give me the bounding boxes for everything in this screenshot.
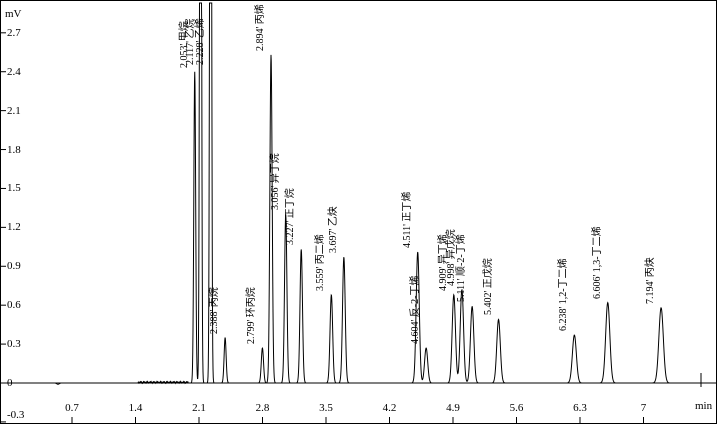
- y-tick-label: 1.2: [7, 221, 21, 234]
- y-tick-label: 1.8: [7, 143, 21, 156]
- peak-label: 2.117' 乙烷: [184, 18, 196, 65]
- y-tick-label: 0.6: [7, 299, 21, 312]
- peak-label: 4.511' 正丁烯: [401, 191, 413, 248]
- x-tick-label: 2.8: [255, 402, 270, 414]
- y-axis-unit-label: mV: [5, 8, 22, 20]
- peak-label: 3.056' 异丁烷: [269, 153, 281, 211]
- chromatogram-trace: [2, 2, 713, 385]
- y-tick-label: 2.4: [7, 65, 21, 78]
- x-tick-label: 6.3: [573, 402, 587, 414]
- x-tick-label: 4.2: [382, 402, 397, 414]
- peak-label: 5.402' 正戊烷: [482, 258, 494, 316]
- peak-label: 2.799' 环丙烷: [246, 287, 258, 344]
- peak-label: 3.697' 乙炔: [327, 206, 339, 254]
- y-tick-label: 1.5: [7, 182, 21, 195]
- peak-label: 6.606' 1,3-丁二烯: [591, 225, 603, 299]
- x-axis-unit-label: min: [695, 400, 713, 412]
- peak-label: 3.227' 正丁烷: [285, 188, 297, 246]
- y-tick-label: 0.9: [7, 260, 21, 273]
- x-tick-label: 5.6: [509, 402, 524, 414]
- peak-label: 6.238' 1,2-丁二烯: [558, 258, 570, 331]
- peak-label: 7.194' 丙炔: [645, 256, 657, 304]
- y-tick-label: 0: [7, 377, 13, 389]
- x-tick-label: 4.9: [446, 402, 460, 414]
- peak-label: 3.559' 丙二烯: [315, 233, 327, 291]
- y-tick-label: 2.7: [7, 26, 21, 39]
- peak-label: 2.388' 丙烷: [209, 286, 221, 334]
- y-tick-label: 0.3: [7, 338, 21, 351]
- x-tick-label: 1.4: [128, 402, 143, 414]
- peak-label: 2.894' 丙烯: [255, 4, 267, 51]
- peak-label: 4.604' 反-2-丁烯: [410, 275, 422, 344]
- y-tick-label: -0.3: [7, 409, 25, 421]
- x-tick-label: 0.7: [65, 402, 79, 414]
- y-tick-label: 2.1: [7, 104, 21, 117]
- peak-label: 5.111' 顺-2-丁烯: [456, 234, 468, 303]
- x-tick-label: 2.1: [192, 402, 206, 414]
- peak-label: 2.228' 乙烯: [194, 18, 206, 65]
- x-tick-label: 3.5: [319, 402, 333, 414]
- x-tick-label: 7: [640, 402, 647, 414]
